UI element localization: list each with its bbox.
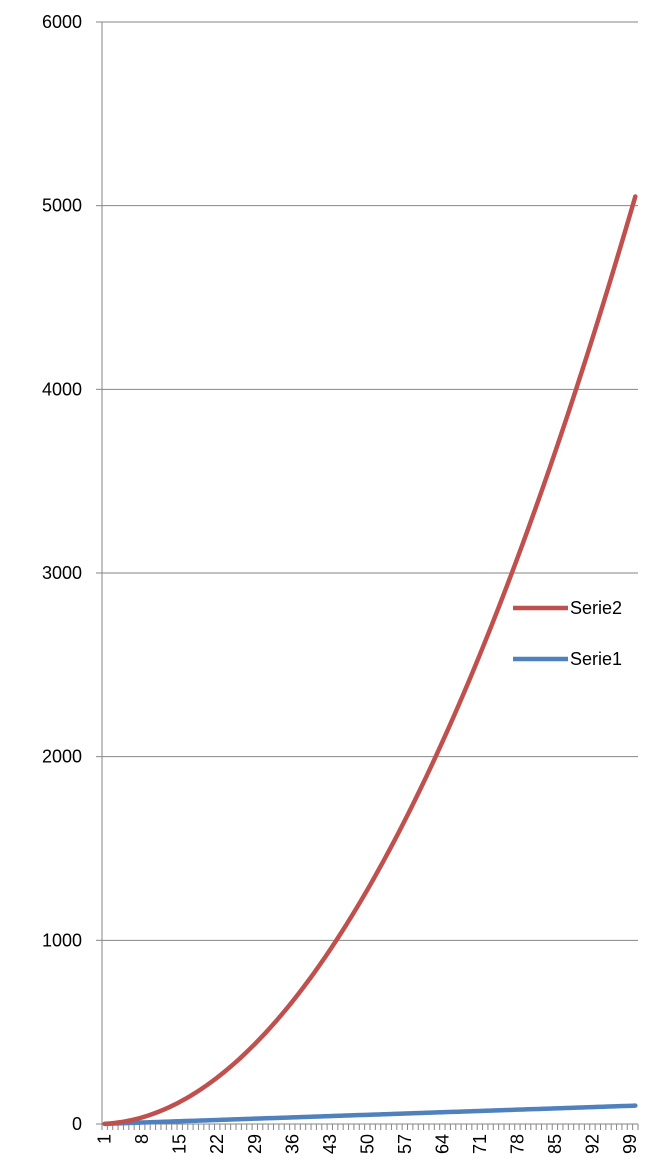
legend: Serie2 Serie1 — [513, 598, 622, 669]
x-tick-label: 71 — [470, 1134, 490, 1154]
x-tick-label: 36 — [282, 1134, 302, 1154]
x-tick-label: 64 — [432, 1134, 452, 1154]
x-tick-label: 43 — [320, 1134, 340, 1154]
x-tick-label: 78 — [507, 1134, 527, 1154]
legend-item-serie1: Serie1 — [513, 649, 622, 669]
gridlines — [102, 21, 638, 941]
y-axis-ticks: 0 1000 2000 3000 4000 5000 6000 — [42, 12, 102, 1134]
series-line-serie2 — [102, 194, 638, 1127]
x-tick-label: 57 — [395, 1134, 415, 1154]
y-tick-label: 0 — [72, 1114, 82, 1134]
y-tick-label: 3000 — [42, 563, 82, 583]
x-axis-ticks: 1 8 15 22 29 36 43 50 57 64 71 78 85 92 99 — [95, 1124, 640, 1154]
x-tick-label: 15 — [170, 1134, 190, 1154]
x-tick-label: 1 — [95, 1134, 115, 1144]
y-tick-label: 2000 — [42, 747, 82, 767]
y-tick-label: 5000 — [42, 196, 82, 216]
x-tick-label: 29 — [245, 1134, 265, 1154]
legend-item-serie2: Serie2 — [513, 598, 622, 618]
x-tick-label: 8 — [132, 1134, 152, 1144]
y-tick-label: 6000 — [42, 12, 82, 32]
y-tick-label: 1000 — [42, 930, 82, 950]
series-lines — [102, 194, 638, 1127]
x-tick-label: 50 — [357, 1134, 377, 1154]
y-tick-label: 4000 — [42, 379, 82, 399]
x-tick-label: 99 — [620, 1134, 640, 1154]
x-tick-label: 22 — [207, 1134, 227, 1154]
legend-label: Serie2 — [570, 598, 622, 618]
legend-label: Serie1 — [570, 649, 622, 669]
series-line-serie1 — [102, 1103, 638, 1127]
x-tick-label: 92 — [582, 1134, 602, 1154]
x-tick-label: 85 — [545, 1134, 565, 1154]
